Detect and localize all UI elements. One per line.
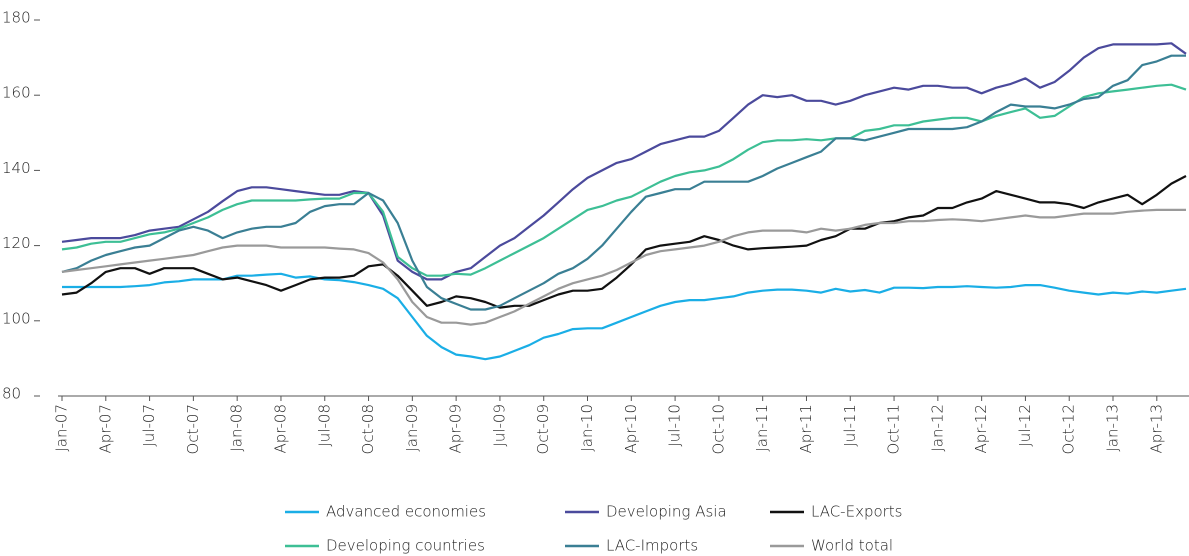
series-line <box>62 272 1187 361</box>
x-tick-label: Jan-11 <box>753 404 771 452</box>
x-tick-label: Oct-07 <box>184 404 202 454</box>
legend-label: World total <box>811 537 893 555</box>
series-line <box>61 54 1186 311</box>
x-tick-label: Oct-11 <box>885 404 903 454</box>
x-tick-label: Apr-10 <box>622 404 640 454</box>
x-tick-label: Apr-11 <box>797 404 815 454</box>
x-tick-label: Jul-11 <box>841 404 859 447</box>
x-tick-label: Oct-10 <box>709 404 727 454</box>
legend-label: Developing Asia <box>606 503 727 521</box>
y-tick-label: 160 <box>2 84 31 102</box>
x-tick-label: Oct-09 <box>534 404 552 454</box>
x-tick-label: Jul-08 <box>315 404 333 447</box>
y-tick-label: 100 <box>2 309 31 327</box>
series-line <box>61 83 1187 277</box>
x-tick-label: Jul-12 <box>1016 404 1034 447</box>
x-tick-label: Apr-08 <box>271 404 289 454</box>
x-tick-label: Jan-07 <box>53 404 71 452</box>
legend-label: LAC-Exports <box>811 503 903 521</box>
x-tick-label: Apr-13 <box>1147 404 1165 454</box>
x-tick-label: Jul-10 <box>666 404 684 447</box>
series-line <box>61 175 1187 309</box>
x-tick-label: Apr-07 <box>96 404 114 454</box>
x-tick-label: Jan-08 <box>228 404 246 452</box>
x-tick-label: Jan-10 <box>578 404 596 452</box>
y-tick-label: 140 <box>2 159 31 177</box>
x-tick-label: Jul-07 <box>140 404 158 447</box>
x-tick-label: Apr-12 <box>972 404 990 454</box>
series-line <box>61 42 1187 281</box>
y-tick-label: 180 <box>2 9 31 27</box>
series-line <box>61 208 1186 326</box>
x-tick-label: Apr-09 <box>447 404 465 454</box>
x-tick-label: Oct-12 <box>1060 404 1078 454</box>
y-tick-label: 80 <box>2 385 21 403</box>
x-tick-label: Oct-08 <box>359 404 377 454</box>
legend-label: LAC-Imports <box>606 537 698 555</box>
y-tick-label: 120 <box>2 234 31 252</box>
legend-label: Advanced economies <box>326 503 486 521</box>
x-tick-label: Jan-13 <box>1104 404 1122 452</box>
x-tick-label: Jan-12 <box>928 404 946 452</box>
x-tick-label: Jul-09 <box>490 404 508 447</box>
x-tick-label: Jan-09 <box>403 404 421 452</box>
legend-label: Developing countries <box>326 537 485 555</box>
